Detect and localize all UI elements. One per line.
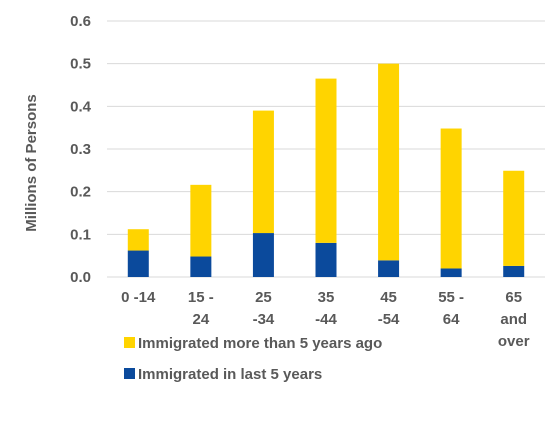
y-tick-label: 0.6 — [70, 13, 91, 30]
y-tick-label: 0.4 — [70, 98, 92, 115]
bar-recent-immigrants — [315, 242, 337, 277]
legend-swatch — [124, 368, 135, 379]
y-tick-label: 0.2 — [70, 184, 91, 201]
x-tick-label: 55 -64 — [438, 289, 464, 328]
bar-earlier-immigrants — [252, 110, 274, 234]
x-tick-label: 15 -24 — [188, 289, 214, 328]
bars — [127, 63, 525, 277]
x-tick-label: 35 -44 — [315, 289, 337, 328]
x-axis-ticks: 0 -14 15 -24 25 -34 35 -44 45 -54 55 -64 65 and ove… — [121, 289, 530, 350]
legend: Immigrated more than 5 years ago Immigrat… — [124, 335, 382, 383]
y-tick-label: 0.3 — [70, 141, 91, 158]
bar-earlier-immigrants — [190, 184, 212, 257]
bar-earlier-immigrants — [378, 63, 400, 261]
y-axis-title: Millions of Persons — [23, 94, 40, 232]
bar-earlier-immigrants — [315, 78, 337, 243]
bar-earlier-immigrants — [440, 128, 462, 269]
bar-recent-immigrants — [378, 260, 400, 277]
bar-recent-immigrants — [190, 256, 212, 277]
legend-swatch — [124, 337, 135, 348]
bar-recent-immigrants — [503, 265, 525, 277]
y-tick-label: 0.1 — [70, 226, 91, 243]
legend-label: Immigrated in last 5 years — [138, 366, 322, 383]
x-tick-label: 0 -14 — [121, 289, 156, 306]
bar-recent-immigrants — [127, 250, 149, 277]
bar-earlier-immigrants — [503, 170, 525, 266]
bar-earlier-immigrants — [127, 229, 149, 251]
bar-recent-immigrants — [252, 233, 274, 277]
y-axis-ticks: 0.0 0.1 0.2 0.3 0.4 0.5 0.6 — [70, 13, 92, 286]
x-tick-label: 45 -54 — [378, 289, 400, 328]
bar-recent-immigrants — [440, 268, 462, 277]
y-tick-label: 0.5 — [70, 56, 91, 73]
y-tick-label: 0.0 — [70, 269, 91, 286]
legend-label: Immigrated more than 5 years ago — [138, 335, 382, 352]
x-tick-label: 65 and over — [498, 289, 530, 350]
x-tick-label: 25 -34 — [253, 289, 275, 328]
